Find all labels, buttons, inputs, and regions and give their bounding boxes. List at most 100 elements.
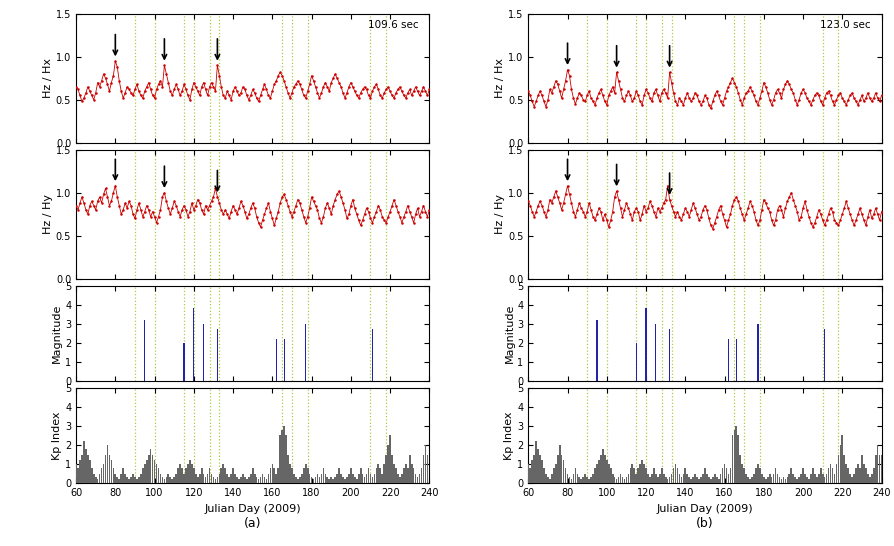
Bar xyxy=(562,460,564,483)
Bar xyxy=(621,478,622,483)
Bar xyxy=(641,460,642,483)
Bar xyxy=(417,478,418,483)
Bar xyxy=(737,436,738,483)
Bar xyxy=(730,436,732,483)
Bar xyxy=(551,474,552,483)
Bar xyxy=(83,441,85,483)
Bar xyxy=(796,479,797,483)
Bar xyxy=(353,478,355,483)
Bar xyxy=(232,468,233,483)
Bar xyxy=(85,449,87,483)
Bar xyxy=(203,324,204,381)
Bar xyxy=(299,478,300,483)
Bar xyxy=(864,468,865,483)
Bar xyxy=(249,474,251,483)
Bar xyxy=(788,474,789,483)
Bar xyxy=(344,479,345,483)
Bar xyxy=(136,479,138,483)
Bar xyxy=(797,478,799,483)
Bar xyxy=(850,478,852,483)
Bar xyxy=(197,478,198,483)
Y-axis label: Magnitude: Magnitude xyxy=(52,304,62,363)
Bar xyxy=(668,478,670,483)
Bar xyxy=(725,468,727,483)
Bar xyxy=(719,474,721,483)
Bar xyxy=(631,464,632,483)
Bar xyxy=(678,474,679,483)
Bar xyxy=(848,474,850,483)
Bar xyxy=(81,455,83,483)
Bar xyxy=(389,436,391,483)
Bar xyxy=(809,474,811,483)
Bar xyxy=(733,430,734,483)
Bar xyxy=(662,474,664,483)
Bar xyxy=(643,464,645,483)
Text: (a): (a) xyxy=(244,517,261,530)
Y-axis label: Kp Index: Kp Index xyxy=(52,411,62,460)
Bar xyxy=(831,468,832,483)
Bar xyxy=(839,445,840,483)
Bar xyxy=(774,468,776,483)
Bar xyxy=(674,464,676,483)
Bar xyxy=(546,478,548,483)
Bar xyxy=(310,478,312,483)
Bar xyxy=(257,479,259,483)
Bar xyxy=(350,468,351,483)
Bar xyxy=(697,479,699,483)
Bar xyxy=(330,478,332,483)
Bar xyxy=(633,468,635,483)
Bar xyxy=(552,468,554,483)
Bar xyxy=(144,320,145,381)
Bar xyxy=(183,474,185,483)
Bar xyxy=(709,479,711,483)
Bar xyxy=(840,436,842,483)
Bar xyxy=(292,474,294,483)
Bar xyxy=(359,468,361,483)
Text: 109.6 sec: 109.6 sec xyxy=(367,20,418,30)
Bar xyxy=(275,339,276,381)
Bar xyxy=(295,478,297,483)
Bar xyxy=(169,478,171,483)
Bar xyxy=(251,468,253,483)
Bar xyxy=(385,455,386,483)
Bar xyxy=(762,478,763,483)
Bar xyxy=(246,479,248,483)
Bar xyxy=(609,468,611,483)
Bar xyxy=(684,468,686,483)
Bar xyxy=(755,468,756,483)
Bar xyxy=(702,474,703,483)
Bar xyxy=(878,455,880,483)
Bar xyxy=(111,460,112,483)
Bar xyxy=(244,478,246,483)
Bar xyxy=(670,474,671,483)
Bar xyxy=(77,468,79,483)
Bar xyxy=(224,468,226,483)
Bar xyxy=(218,474,220,483)
Text: 123.0 sec: 123.0 sec xyxy=(820,20,870,30)
Bar xyxy=(326,478,328,483)
Bar xyxy=(786,478,788,483)
Bar xyxy=(784,479,785,483)
Bar xyxy=(114,474,116,483)
Bar xyxy=(157,468,159,483)
Bar xyxy=(363,478,365,483)
Bar xyxy=(207,474,208,483)
Bar xyxy=(187,464,189,483)
Bar xyxy=(281,430,283,483)
Bar xyxy=(91,468,92,483)
Bar xyxy=(193,468,195,483)
Bar xyxy=(829,464,831,483)
Bar xyxy=(645,468,646,483)
Bar xyxy=(666,479,668,483)
Bar xyxy=(397,474,399,483)
Bar xyxy=(590,478,591,483)
Bar xyxy=(835,464,836,483)
Bar xyxy=(275,474,277,483)
Bar xyxy=(162,478,163,483)
Bar xyxy=(134,478,136,483)
Bar xyxy=(216,329,218,381)
Bar xyxy=(220,468,222,483)
Bar xyxy=(116,478,118,483)
Bar xyxy=(721,468,722,483)
Bar xyxy=(619,474,620,483)
